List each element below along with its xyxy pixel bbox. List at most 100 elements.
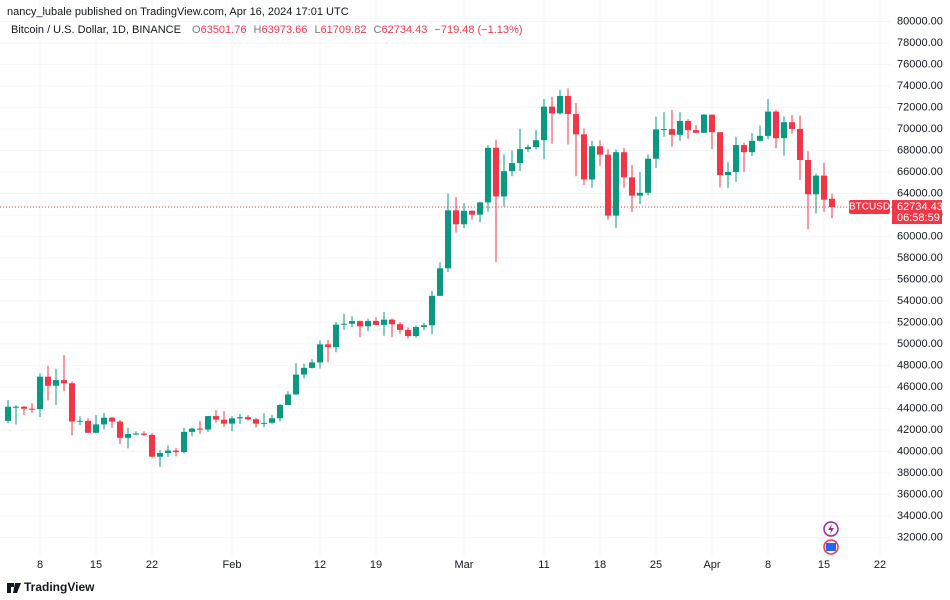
y-tick-label: 40000.00 — [897, 445, 943, 457]
candle-body — [533, 140, 539, 148]
candle-body — [573, 114, 579, 135]
y-tick-label: 54000.00 — [897, 295, 943, 307]
candle-body — [693, 130, 699, 133]
symbol-label: BTCUSD — [849, 202, 890, 213]
candle-body — [829, 198, 835, 208]
candle-body — [493, 147, 499, 197]
candle-body — [685, 120, 691, 131]
candle-body — [237, 417, 243, 419]
candle-body — [501, 171, 507, 197]
y-tick-label: 58000.00 — [897, 252, 943, 264]
candle-body — [677, 120, 683, 135]
icon — [826, 543, 836, 551]
candle-body — [661, 129, 667, 131]
candle-body — [101, 417, 107, 425]
candle-body — [669, 129, 675, 135]
y-tick-label: 72000.00 — [897, 101, 943, 113]
candle-body — [765, 111, 771, 136]
candle-body — [221, 419, 227, 424]
candle-body — [37, 376, 43, 410]
x-tick-label: Apr — [703, 559, 720, 571]
candle-body — [309, 362, 315, 368]
candle-body — [285, 394, 291, 405]
x-tick-label: 25 — [650, 559, 662, 571]
y-tick-label: 78000.00 — [897, 37, 943, 49]
change: −719.48 (−1.13%) — [434, 24, 522, 36]
candle-body — [69, 383, 75, 422]
price-box — [892, 200, 942, 225]
x-tick-label: 8 — [765, 559, 771, 571]
y-tick-label: 32000.00 — [897, 531, 943, 543]
y-tick-label: 36000.00 — [897, 488, 943, 500]
candle-body — [293, 374, 299, 395]
footer: TradingView — [7, 580, 95, 594]
candle-body — [61, 380, 67, 384]
candle-body — [333, 324, 339, 348]
ohlc-label: L — [314, 24, 320, 36]
brand: TradingView — [24, 580, 95, 594]
candle-body — [373, 320, 379, 325]
y-tick-label: 80000.00 — [897, 15, 943, 27]
candle-body — [381, 319, 387, 325]
candle-body — [29, 408, 35, 410]
ohlc-label: H — [254, 24, 262, 36]
candle-body — [469, 210, 475, 215]
candle-body — [741, 145, 747, 153]
candle-body — [429, 295, 435, 326]
candle-body — [589, 146, 595, 180]
candle-body — [117, 421, 123, 438]
candle-body — [325, 344, 331, 348]
candle-body — [53, 380, 59, 386]
candle-body — [749, 140, 755, 153]
ohlc-value: 61709.82 — [321, 24, 367, 36]
candle-body — [453, 210, 459, 225]
candle-body — [757, 135, 763, 141]
candle-body — [5, 406, 11, 421]
x-tick-label: 15 — [818, 559, 830, 571]
candle-body — [341, 323, 347, 325]
candle-body — [205, 416, 211, 430]
candle-body — [557, 95, 563, 114]
x-tick-label: 18 — [594, 559, 606, 571]
candle-body — [525, 147, 531, 150]
x-tick-label: 12 — [314, 559, 326, 571]
candle-body — [229, 418, 235, 424]
candle-body — [85, 420, 91, 433]
candle-body — [405, 329, 411, 337]
candle-body — [581, 134, 587, 180]
candle-body — [301, 367, 307, 375]
countdown-label: 06:58:59 — [897, 212, 940, 224]
x-tick-label: 19 — [370, 559, 382, 571]
candle-body — [701, 114, 707, 133]
candle-body — [485, 147, 491, 203]
ohlc-value: 63973.66 — [261, 24, 307, 36]
x-tick-label: 22 — [146, 559, 158, 571]
candle-body — [709, 114, 715, 133]
symbol-title: Bitcoin / U.S. Dollar, 1D, BINANCE — [11, 24, 181, 36]
candle-body — [773, 111, 779, 139]
candle-body — [253, 419, 259, 424]
candle-body — [509, 163, 515, 172]
ohlc-value: 62734.43 — [381, 24, 427, 36]
x-tick-label: 15 — [90, 559, 102, 571]
icons — [823, 521, 839, 555]
x-tick-label: 22 — [874, 559, 886, 571]
candle-body — [517, 149, 523, 164]
y-tick-label: 50000.00 — [897, 338, 943, 350]
candle-body — [21, 406, 27, 409]
candle-body — [805, 159, 811, 195]
candle-body — [413, 327, 419, 337]
candle-body — [133, 433, 139, 435]
y-tick-label: 60000.00 — [897, 230, 943, 242]
candle-body — [365, 320, 371, 327]
price-label: 62734.43 — [897, 201, 943, 213]
candle-body — [173, 450, 179, 453]
publisher-line: nancy_lubale published on TradingView.co… — [7, 6, 349, 18]
candle-body — [461, 210, 467, 225]
candle-body — [637, 192, 643, 196]
candle-body — [269, 418, 275, 423]
candle-body — [317, 344, 323, 363]
candle-body — [165, 450, 171, 454]
candle-body — [565, 95, 571, 115]
